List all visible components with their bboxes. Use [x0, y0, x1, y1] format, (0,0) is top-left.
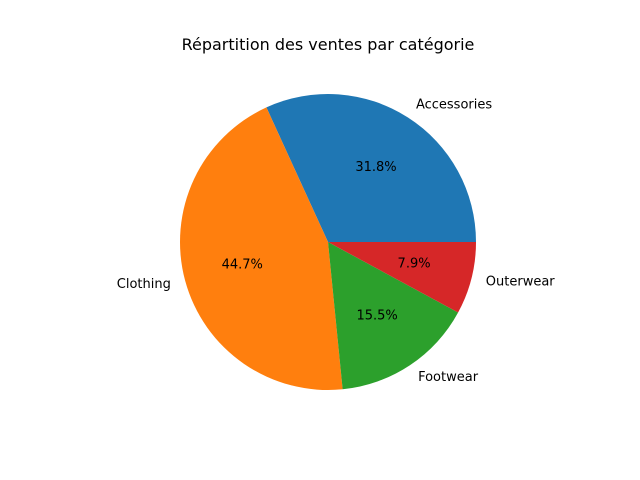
- percent-label-accessories: 31.8%: [355, 160, 396, 175]
- percent-label-outerwear: 7.9%: [398, 256, 431, 271]
- percent-labels: 31.8% 44.7% 15.5% 7.9%: [222, 160, 431, 324]
- pie-slices: [179, 94, 476, 391]
- category-label-clothing: Clothing: [117, 277, 171, 292]
- pie-slice-footwear: [328, 242, 459, 390]
- category-label-outerwear: Outerwear: [486, 275, 556, 290]
- category-labels: Accessories Clothing Footwear Outerwear: [117, 98, 556, 386]
- pie-slice-outerwear: [328, 242, 476, 313]
- category-label-footwear: Footwear: [418, 370, 479, 385]
- percent-label-clothing: 44.7%: [222, 258, 263, 273]
- pie-slice-clothing: [179, 107, 343, 391]
- category-label-accessories: Accessories: [416, 98, 492, 113]
- percent-label-footwear: 15.5%: [356, 308, 397, 323]
- pie-slice-accessories: [266, 94, 476, 243]
- chart-title: Répartition des ventes par catégorie: [182, 35, 475, 54]
